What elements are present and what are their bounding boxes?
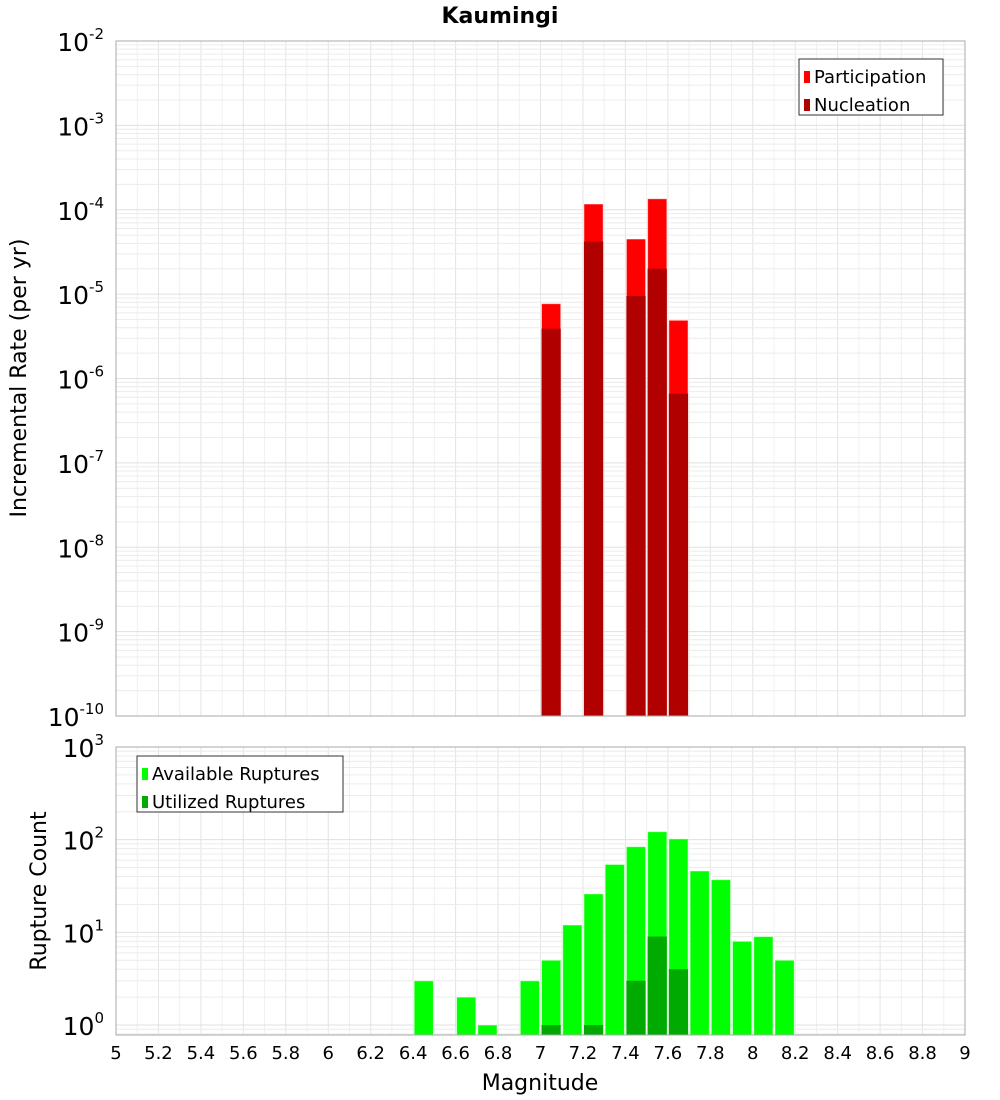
x-tick-label: 7 <box>535 1043 546 1064</box>
bar-available-ruptures <box>519 980 541 1036</box>
y-tick-label: 10-6 <box>57 363 104 395</box>
legend-swatch <box>804 71 810 83</box>
x-tick-label: 5.6 <box>229 1043 258 1064</box>
y-tick-label: 10-10 <box>48 700 104 732</box>
y-tick-label: 10-3 <box>57 109 104 141</box>
legend: Participation Nucleation <box>798 58 944 116</box>
bar-nucleation <box>647 268 667 716</box>
x-tick-label: 5 <box>110 1043 121 1064</box>
x-tick-label: 7.4 <box>611 1043 640 1064</box>
y-tick-label: 10-2 <box>57 25 104 57</box>
bottom-panel: 100 101 102 103 5 5.2 5.4 5.6 5.8 6 6.2 6.4 6.6 6.8 7 7… <box>63 731 971 1064</box>
bar-available-ruptures <box>413 980 434 1036</box>
x-tick-label: 7.8 <box>696 1043 725 1064</box>
bar-available-ruptures <box>753 936 774 1036</box>
x-tick-label: 5.8 <box>271 1043 300 1064</box>
x-tick-label: 8.6 <box>866 1043 895 1064</box>
x-tick-label: 5.2 <box>144 1043 173 1064</box>
bar-utilized-ruptures <box>583 1025 604 1035</box>
legend-box <box>136 755 344 813</box>
legend-box <box>798 58 944 116</box>
plot-border <box>115 746 966 1036</box>
x-tick-label: 6.2 <box>356 1043 385 1064</box>
x-tick-label: 8.8 <box>908 1043 937 1064</box>
bar-available-ruptures <box>541 959 562 1036</box>
y-tick-label: 100 <box>63 1009 104 1041</box>
bar-available-ruptures <box>477 1024 498 1036</box>
y-tick-label: 103 <box>63 731 104 763</box>
y-tick-label: 10-4 <box>57 194 104 226</box>
legend-swatch <box>142 768 148 780</box>
legend-swatch <box>142 796 148 808</box>
y-tick-label: 10-7 <box>57 447 104 479</box>
legend-swatch <box>804 99 810 111</box>
legend-label: Participation <box>814 67 926 88</box>
bar-nucleation <box>668 393 689 716</box>
y-tick-label: 10-5 <box>57 278 104 310</box>
bar-nucleation <box>583 241 604 717</box>
bar-nucleation <box>626 296 646 716</box>
y-tick-label: 102 <box>63 824 104 856</box>
chart-title: Kaumingi <box>442 4 559 29</box>
y-tick-label: 10-8 <box>57 531 104 563</box>
legend-label: Utilized Ruptures <box>152 792 305 813</box>
bar-utilized-ruptures <box>541 1025 561 1035</box>
x-tick-label: 6 <box>323 1043 334 1064</box>
x-tick-label: 6.8 <box>484 1043 513 1064</box>
legend-label: Available Ruptures <box>152 764 320 785</box>
x-axis-label: Magnitude <box>482 1071 599 1096</box>
x-tick-label: 8 <box>747 1043 758 1064</box>
bar-utilized-ruptures <box>626 980 646 1035</box>
bar-utilized-ruptures <box>668 969 689 1035</box>
top-panel: 10-10 10-9 10-8 10-7 10-6 10-5 10-4 10-3 10-2 Par… <box>48 25 966 732</box>
x-tick-label: 6.6 <box>441 1043 470 1064</box>
bar-available-ruptures <box>732 940 753 1036</box>
y-tick-label: 101 <box>63 916 104 948</box>
x-tick-label: 8.4 <box>823 1043 852 1064</box>
bar-utilized-ruptures <box>647 936 667 1035</box>
legend: Available Ruptures Utilized Ruptures <box>136 755 344 813</box>
bottom-y-axis-label: Rupture Count <box>27 811 52 971</box>
x-tick-label: 5.4 <box>187 1043 216 1064</box>
legend-label: Nucleation <box>814 95 910 116</box>
x-tick-label: 8.2 <box>781 1043 810 1064</box>
bar-available-ruptures <box>456 996 477 1036</box>
bar-available-ruptures <box>710 879 732 1036</box>
bar-available-ruptures <box>689 870 710 1036</box>
bar-nucleation <box>541 328 561 716</box>
x-tick-label: 6.4 <box>399 1043 428 1064</box>
y-tick-label: 10-9 <box>57 616 104 648</box>
x-tick-label: 7.6 <box>654 1043 683 1064</box>
bar-available-ruptures <box>562 924 583 1036</box>
bar-available-ruptures <box>583 893 604 1036</box>
x-tick-label: 7.2 <box>569 1043 598 1064</box>
bar-available-ruptures <box>774 959 795 1036</box>
x-tick-label: 9 <box>959 1043 970 1064</box>
bar-available-ruptures <box>604 863 625 1036</box>
plot-border <box>115 40 966 717</box>
top-y-axis-label: Incremental Rate (per yr) <box>7 239 32 518</box>
